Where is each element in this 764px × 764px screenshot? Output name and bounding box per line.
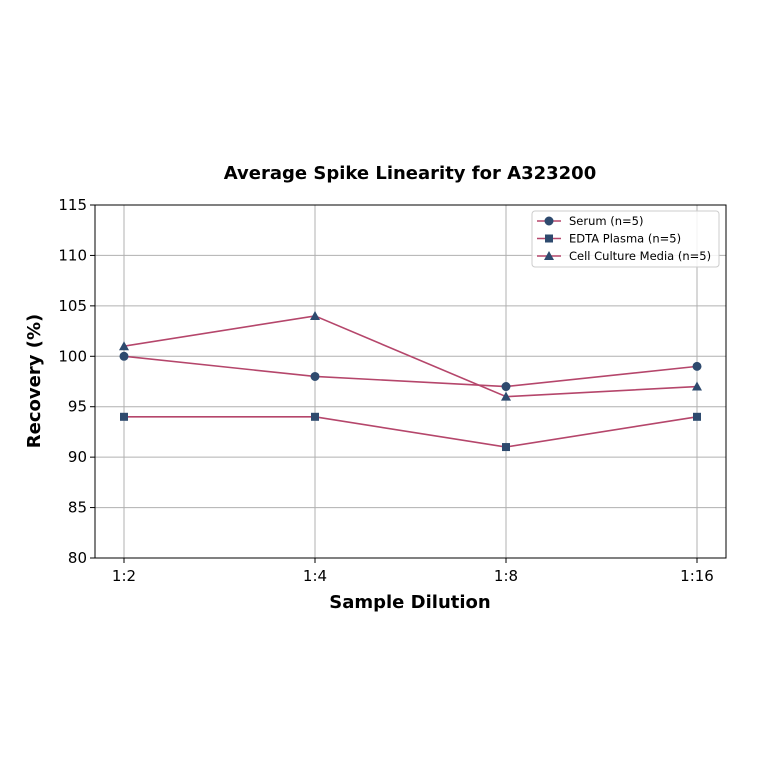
- triangle-marker-icon: [310, 310, 320, 320]
- square-marker-icon: [120, 412, 128, 421]
- circle-marker-icon: [544, 216, 554, 226]
- triangle-marker-icon: [501, 391, 511, 401]
- square-marker-icon: [693, 412, 701, 421]
- legend-label: Cell Culture Media (n=5): [569, 249, 711, 263]
- series-circle: [119, 351, 702, 392]
- square-marker-icon: [502, 443, 510, 452]
- series-line: [123, 355, 698, 388]
- x-tick-label: 1:8: [494, 567, 518, 585]
- legend-item: Serum (n=5): [537, 214, 643, 228]
- circle-marker-icon: [310, 371, 320, 381]
- legend-item: Cell Culture Media (n=5): [537, 249, 711, 263]
- legend-box: [531, 210, 720, 268]
- series-triangle: [119, 310, 702, 401]
- legend: Serum (n=5) EDTA Plasma (n=5) Cell Culture…: [531, 210, 720, 268]
- y-tick-label: 95: [68, 398, 87, 416]
- series-line: [124, 415, 698, 448]
- plot-area-frame: [94, 204, 727, 559]
- x-tick-label: 1:16: [680, 567, 714, 585]
- legend-item: EDTA Plasma (n=5): [537, 232, 681, 246]
- y-axis-label: Recovery (%): [24, 314, 45, 448]
- data-series: [119, 310, 702, 452]
- y-tick-label: 85: [68, 499, 87, 517]
- series-line: [123, 315, 698, 398]
- y-tick-label: 110: [58, 246, 87, 264]
- legend-label: EDTA Plasma (n=5): [569, 232, 681, 246]
- circle-marker-icon: [119, 351, 129, 361]
- y-tick-label: 80: [68, 549, 87, 567]
- x-axis-label: Sample Dilution: [329, 592, 490, 613]
- square-marker-icon: [545, 234, 553, 243]
- y-tick-label: 105: [58, 297, 87, 315]
- y-tick-label: 115: [58, 196, 87, 214]
- x-axis-ticks: 1:2 1:4 1:8 1:16: [112, 558, 714, 585]
- square-marker-icon: [311, 412, 319, 421]
- x-tick-label: 1:4: [303, 567, 327, 585]
- circle-marker-icon: [501, 382, 511, 392]
- legend-label: Serum (n=5): [569, 214, 643, 228]
- triangle-marker-icon: [544, 251, 554, 260]
- series-square: [120, 412, 701, 452]
- y-axis-ticks: 80 85 90 95 100 105 110 115: [58, 196, 95, 567]
- triangle-marker-icon: [692, 381, 702, 391]
- y-tick-label: 100: [58, 347, 87, 365]
- triangle-marker-icon: [119, 341, 129, 351]
- chart-title: Average Spike Linearity for A323200: [224, 163, 596, 184]
- y-tick-label: 90: [68, 448, 87, 466]
- x-tick-label: 1:2: [112, 567, 136, 585]
- circle-marker-icon: [692, 361, 702, 371]
